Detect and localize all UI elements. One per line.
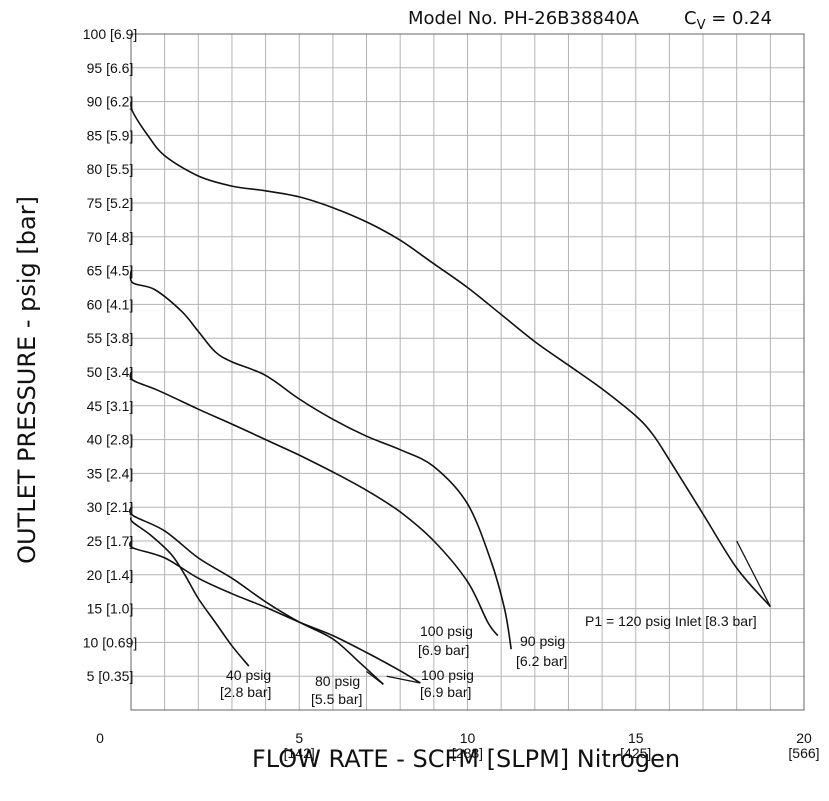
series-curve-4 xyxy=(128,507,384,685)
y-tick-label: 65 [4.5] xyxy=(87,263,134,279)
series-leader-5 xyxy=(386,675,421,684)
y-tick-label: 50 [3.4] xyxy=(87,364,134,380)
x-tick-label: 20 xyxy=(796,730,812,746)
tick-labels: 5 [0.35] 10 [0.69] 15 [1.0] 20 [1.4] 25 [1.7… xyxy=(83,26,820,761)
x-tick-sublabel: [283] xyxy=(452,745,483,761)
x-axis-title: FLOW RATE - SCFM [SLPM] Nitrogen xyxy=(252,745,680,773)
y-tick-label: 85 [5.9] xyxy=(87,127,134,143)
grid xyxy=(131,34,804,710)
series-curve-5 xyxy=(128,540,421,684)
series-label-120: P1 = 120 psig Inlet [8.3 bar] xyxy=(585,613,757,629)
series-curve-3 xyxy=(129,517,250,667)
y-tick-label: 100 [6.9] xyxy=(83,26,138,42)
y-tick-label: 45 [3.1] xyxy=(87,398,134,414)
cv-sub: V xyxy=(697,18,706,33)
series-labels: P1 = 120 psig Inlet [8.3 bar] 90 psig [6… xyxy=(220,613,757,707)
y-tick-label: 75 [5.2] xyxy=(87,195,134,211)
series-label-100-lower-a: 100 psig xyxy=(421,667,474,683)
cv-value: = 0.24 xyxy=(705,8,772,29)
y-tick-label: 10 [0.69] xyxy=(83,634,138,650)
y-tick-label: 35 [2.4] xyxy=(87,465,134,481)
y-tick-label: 55 [3.8] xyxy=(87,330,134,346)
x-tick-sublabel: [566] xyxy=(788,745,819,761)
x-tick-label: 5 xyxy=(295,730,303,746)
y-tick-label: 40 [2.8] xyxy=(87,432,134,448)
y-tick-label: 70 [4.8] xyxy=(87,229,134,245)
series-label-40-b: [2.8 bar] xyxy=(220,684,271,700)
x-tick-label: 15 xyxy=(628,730,644,746)
series-label-100-upper-a: 100 psig xyxy=(420,623,473,639)
x-tick-label: 0 xyxy=(96,730,104,746)
y-tick-label: 5 [0.35] xyxy=(87,668,134,684)
series-curve-0 xyxy=(130,101,772,608)
model-number: Model No. PH-26B38840A xyxy=(408,8,640,29)
y-tick-label: 80 [5.5] xyxy=(87,161,134,177)
series-curve-1 xyxy=(129,270,512,650)
x-tick-sublabel: [142] xyxy=(284,745,315,761)
cv-c: C xyxy=(684,8,697,29)
y-tick-label: 30 [2.1] xyxy=(87,499,134,515)
y-tick-label: 95 [6.6] xyxy=(87,60,134,76)
series-leader-4 xyxy=(366,670,384,685)
y-tick-label: 15 [1.0] xyxy=(87,601,134,617)
y-tick-label: 25 [1.7] xyxy=(87,533,134,549)
series-label-80-a: 80 psig xyxy=(315,673,360,689)
y-tick-label: 60 [4.1] xyxy=(87,296,134,312)
x-tick-sublabel: [425] xyxy=(620,745,651,761)
series-label-100-lower-b: [6.9 bar] xyxy=(420,684,471,700)
series-label-100-upper-b: [6.9 bar] xyxy=(418,642,469,658)
series-leader-0 xyxy=(736,540,771,607)
series-curve-2 xyxy=(129,371,499,637)
y-tick-label: 20 [1.4] xyxy=(87,567,134,583)
series-label-40-a: 40 psig xyxy=(226,667,271,683)
curves xyxy=(128,101,772,685)
y-axis-title: OUTLET PRESSURE - psig [bar] xyxy=(13,196,41,564)
series-label-90-a: 90 psig xyxy=(520,633,565,649)
series-label-80-b: [5.5 bar] xyxy=(311,691,362,707)
series-label-90-b: [6.2 bar] xyxy=(516,653,567,669)
y-tick-label: 90 [6.2] xyxy=(87,94,134,110)
cv-label: CV = 0.24 xyxy=(684,8,772,33)
x-tick-label: 10 xyxy=(460,730,476,746)
